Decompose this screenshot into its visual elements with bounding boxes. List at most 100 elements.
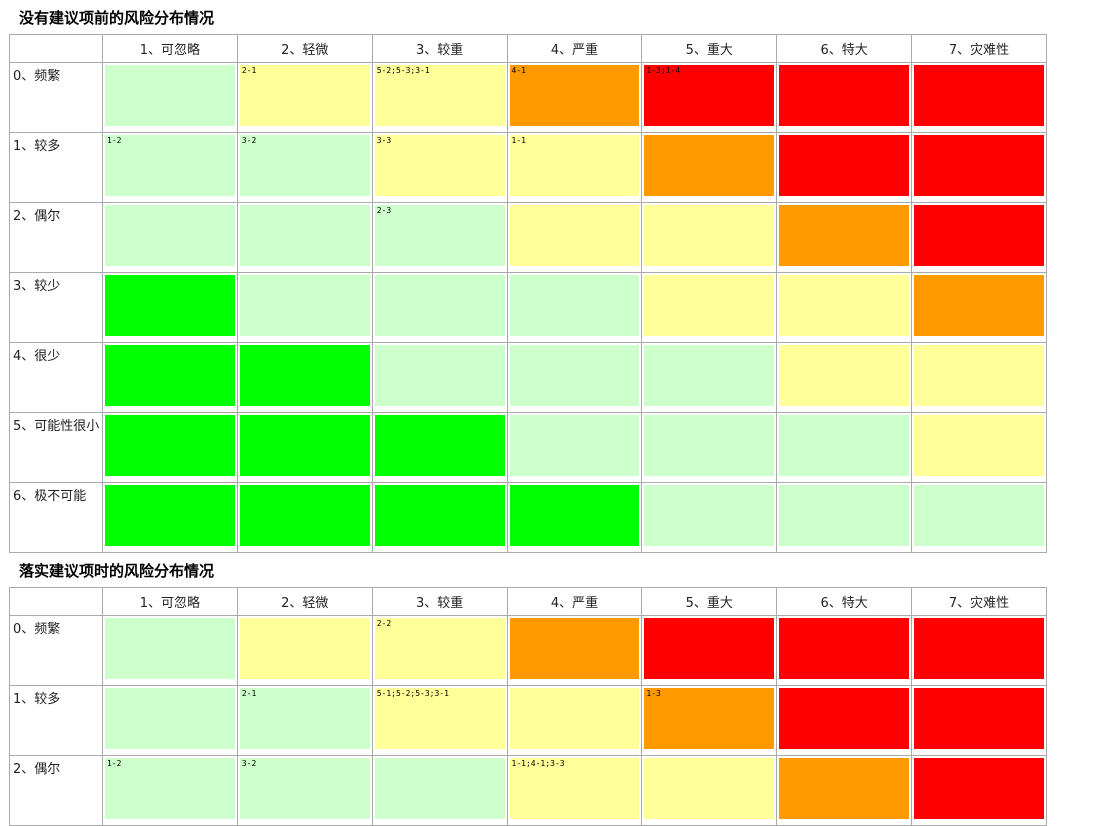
risk-block bbox=[509, 485, 640, 546]
row-label: 1、较多 bbox=[9, 132, 103, 203]
risk-cell bbox=[102, 272, 238, 343]
risk-cell bbox=[236, 272, 373, 343]
risk-cell bbox=[506, 615, 643, 686]
risk-cell bbox=[506, 482, 643, 553]
risk-block bbox=[239, 415, 370, 476]
risk-block bbox=[914, 485, 1044, 546]
risk-cell: 1-2 bbox=[102, 755, 238, 826]
risk-block bbox=[509, 275, 640, 336]
risk-block: 2-1 bbox=[239, 688, 370, 749]
risk-block: 3-2 bbox=[239, 758, 370, 819]
risk-block: 1-1;4-1;3-3 bbox=[509, 758, 640, 819]
risk-cell bbox=[236, 342, 373, 413]
risk-cell: 5-2;5-3;3-1 bbox=[371, 62, 508, 133]
risk-cell bbox=[641, 342, 778, 413]
risk-cell bbox=[102, 342, 238, 413]
risk-block bbox=[914, 618, 1044, 679]
risk-block bbox=[779, 345, 910, 406]
risk-block bbox=[239, 205, 370, 266]
risk-block bbox=[914, 65, 1044, 126]
risk-cell bbox=[236, 615, 373, 686]
risk-block bbox=[374, 485, 505, 546]
column-header: 5、重大 bbox=[641, 34, 778, 63]
risk-cell bbox=[776, 482, 913, 553]
risk-cell bbox=[506, 272, 643, 343]
column-header: 4、严重 bbox=[506, 587, 643, 616]
corner-cell bbox=[9, 34, 103, 63]
risk-cell bbox=[506, 342, 643, 413]
risk-block bbox=[239, 485, 370, 546]
risk-block bbox=[509, 345, 640, 406]
risk-block bbox=[914, 758, 1044, 819]
column-header: 3、较重 bbox=[371, 587, 508, 616]
risk-block bbox=[779, 618, 910, 679]
risk-row: 0、频繁 2-2 bbox=[9, 615, 1047, 686]
risk-cell bbox=[641, 132, 778, 203]
risk-block bbox=[105, 415, 235, 476]
risk-cell bbox=[911, 482, 1047, 553]
risk-block bbox=[914, 688, 1044, 749]
risk-cell bbox=[776, 62, 913, 133]
risk-cell bbox=[102, 615, 238, 686]
risk-row: 2、偶尔 1-2 3-2 1-1;4-1;3-3 bbox=[9, 755, 1047, 826]
risk-block bbox=[239, 345, 370, 406]
risk-block: 3-3 bbox=[374, 135, 505, 196]
risk-block bbox=[644, 618, 775, 679]
risk-cell bbox=[371, 272, 508, 343]
risk-block: 1-2 bbox=[105, 135, 235, 196]
column-header: 4、严重 bbox=[506, 34, 643, 63]
row-label: 0、频繁 bbox=[9, 62, 103, 133]
risk-block bbox=[105, 345, 235, 406]
risk-block bbox=[779, 485, 910, 546]
risk-block: 4-1 bbox=[509, 65, 640, 126]
section-title: 落实建议项时的风险分布情况 bbox=[19, 562, 215, 580]
risk-block bbox=[509, 205, 640, 266]
risk-block: 1-1 bbox=[509, 135, 640, 196]
risk-block: 2-1 bbox=[239, 65, 370, 126]
risk-cell bbox=[371, 412, 508, 483]
risk-block bbox=[779, 415, 910, 476]
row-label: 3、较少 bbox=[9, 272, 103, 343]
risk-cell bbox=[641, 482, 778, 553]
risk-cell bbox=[776, 755, 913, 826]
column-header: 1、可忽略 bbox=[102, 587, 238, 616]
risk-block bbox=[644, 415, 775, 476]
risk-cell bbox=[371, 482, 508, 553]
risk-block bbox=[914, 415, 1044, 476]
risk-block: 5-2;5-3;3-1 bbox=[374, 65, 505, 126]
risk-cell bbox=[506, 202, 643, 273]
risk-block bbox=[914, 275, 1044, 336]
row-label: 2、偶尔 bbox=[9, 202, 103, 273]
risk-block bbox=[779, 65, 910, 126]
risk-table: 1、可忽略 2、轻微 3、较重 4、严重 5、重大 6、特大 7、灾难性 0、频繁 2-2 1、较… bbox=[9, 587, 1047, 826]
risk-block: 1-2 bbox=[105, 758, 235, 819]
risk-block bbox=[914, 205, 1044, 266]
risk-block bbox=[374, 758, 505, 819]
risk-cell: 3-2 bbox=[236, 132, 373, 203]
risk-block: 2-2 bbox=[374, 618, 505, 679]
risk-cell: 2-3 bbox=[371, 202, 508, 273]
risk-block bbox=[239, 275, 370, 336]
risk-block bbox=[644, 135, 775, 196]
risk-cell bbox=[911, 62, 1047, 133]
risk-row: 1、较多 1-2 3-2 3-3 1-1 bbox=[9, 132, 1047, 203]
risk-block bbox=[105, 688, 235, 749]
risk-row: 5、可能性很小 bbox=[9, 412, 1047, 483]
risk-block bbox=[105, 275, 235, 336]
column-header: 7、灾难性 bbox=[911, 34, 1047, 63]
risk-cell bbox=[102, 412, 238, 483]
risk-cell bbox=[506, 412, 643, 483]
risk-cell bbox=[641, 412, 778, 483]
risk-cell bbox=[506, 685, 643, 756]
risk-block bbox=[644, 345, 775, 406]
risk-block bbox=[374, 275, 505, 336]
risk-cell bbox=[911, 272, 1047, 343]
risk-cell bbox=[776, 615, 913, 686]
risk-block: 5-1;5-2;5-3;3-1 bbox=[374, 688, 505, 749]
column-header: 6、特大 bbox=[776, 587, 913, 616]
risk-cell bbox=[102, 202, 238, 273]
risk-cell bbox=[776, 342, 913, 413]
risk-cell bbox=[911, 132, 1047, 203]
risk-cell bbox=[911, 202, 1047, 273]
risk-block bbox=[779, 758, 910, 819]
